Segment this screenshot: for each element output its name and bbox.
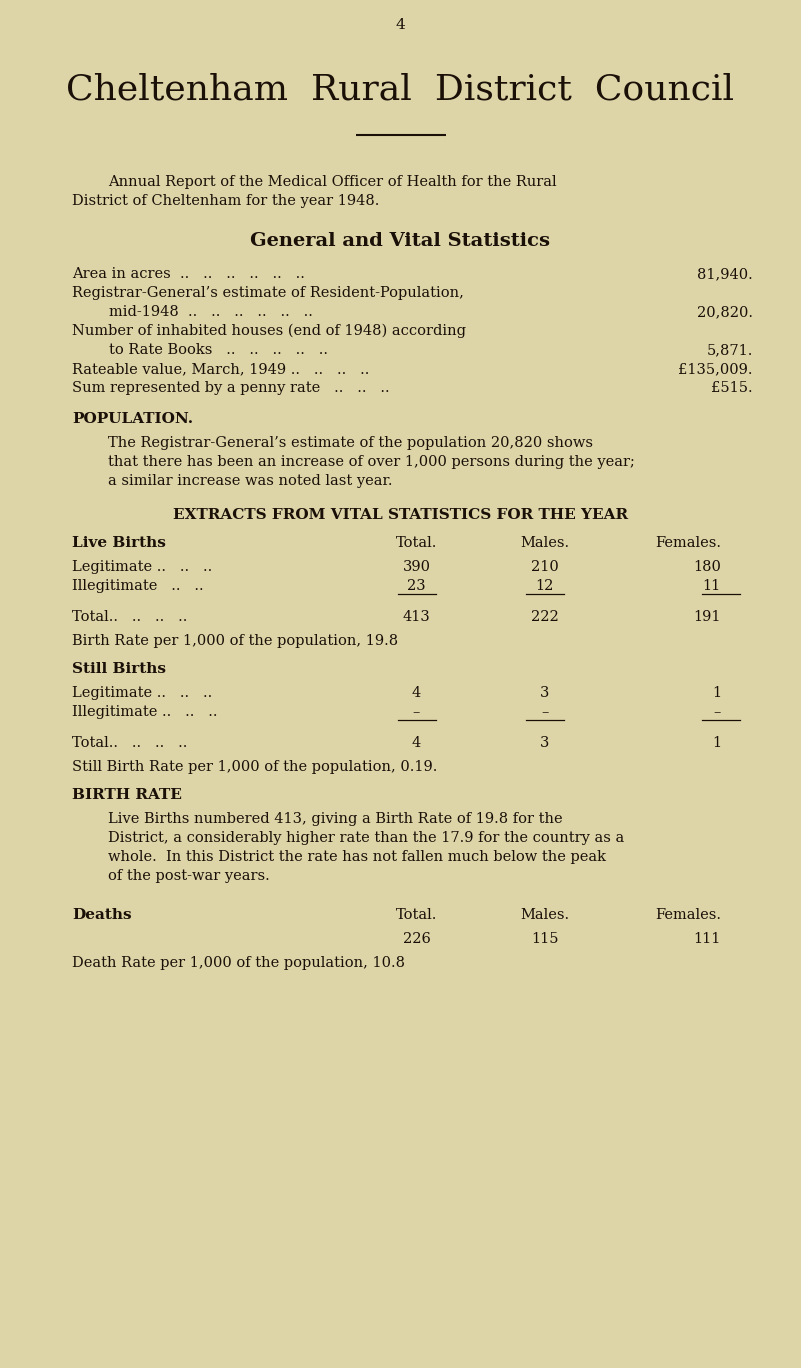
Text: £515.: £515. [711, 382, 753, 395]
Text: Females.: Females. [655, 908, 721, 922]
Text: 3: 3 [540, 736, 549, 750]
Text: £135,009.: £135,009. [678, 363, 753, 376]
Text: of the post-war years.: of the post-war years. [108, 869, 270, 882]
Text: Legitimate ..   ..   ..: Legitimate .. .. .. [72, 560, 212, 575]
Text: that there has been an increase of over 1,000 persons during the year;: that there has been an increase of over … [108, 456, 635, 469]
Text: General and Vital Statistics: General and Vital Statistics [251, 233, 550, 250]
Text: Live Births numbered 413, giving a Birth Rate of 19.8 for the: Live Births numbered 413, giving a Birth… [108, 813, 563, 826]
Text: 4: 4 [396, 18, 405, 31]
Text: 81,940.: 81,940. [697, 267, 753, 280]
Text: 1: 1 [712, 685, 721, 700]
Text: 5,871.: 5,871. [706, 343, 753, 357]
Text: Legitimate ..   ..   ..: Legitimate .. .. .. [72, 685, 212, 700]
Text: District, a considerably higher rate than the 17.9 for the country as a: District, a considerably higher rate tha… [108, 830, 625, 845]
Text: 180: 180 [693, 560, 721, 575]
Text: Males.: Males. [520, 908, 570, 922]
Text: to Rate Books   ..   ..   ..   ..   ..: to Rate Books .. .. .. .. .. [72, 343, 328, 357]
Text: 111: 111 [694, 932, 721, 947]
Text: whole.  In this District the rate has not fallen much below the peak: whole. In this District the rate has not… [108, 850, 606, 865]
Text: BIRTH RATE: BIRTH RATE [72, 788, 182, 802]
Text: 4: 4 [412, 685, 421, 700]
Text: Birth Rate per 1,000 of the population, 19.8: Birth Rate per 1,000 of the population, … [72, 633, 398, 648]
Text: 191: 191 [694, 610, 721, 624]
Text: Total..   ..   ..   ..: Total.. .. .. .. [72, 736, 187, 750]
Text: Still Births: Still Births [72, 662, 166, 676]
Text: a similar increase was noted last year.: a similar increase was noted last year. [108, 473, 392, 488]
Text: Registrar-General’s estimate of Resident-Population,: Registrar-General’s estimate of Resident… [72, 286, 464, 300]
Text: Total.: Total. [396, 536, 437, 550]
Text: Area in acres  ..   ..   ..   ..   ..   ..: Area in acres .. .. .. .. .. .. [72, 267, 305, 280]
Text: POPULATION.: POPULATION. [72, 412, 193, 425]
Text: 1: 1 [712, 736, 721, 750]
Text: District of Cheltenham for the year 1948.: District of Cheltenham for the year 1948… [72, 194, 380, 208]
Text: 222: 222 [531, 610, 558, 624]
Text: Number of inhabited houses (end of 1948) according: Number of inhabited houses (end of 1948)… [72, 324, 466, 338]
Text: 3: 3 [540, 685, 549, 700]
Text: 390: 390 [403, 560, 430, 575]
Text: –: – [541, 705, 549, 720]
Text: Still Birth Rate per 1,000 of the population, 0.19.: Still Birth Rate per 1,000 of the popula… [72, 761, 437, 774]
Text: Death Rate per 1,000 of the population, 10.8: Death Rate per 1,000 of the population, … [72, 956, 405, 970]
Text: Total.: Total. [396, 908, 437, 922]
Text: Deaths: Deaths [72, 908, 131, 922]
Text: 210: 210 [531, 560, 558, 575]
Text: Rateable value, March, 1949 ..   ..   ..   ..: Rateable value, March, 1949 .. .. .. .. [72, 363, 369, 376]
Text: 23: 23 [407, 579, 426, 592]
Text: Live Births: Live Births [72, 536, 166, 550]
Text: The Registrar-General’s estimate of the population 20,820 shows: The Registrar-General’s estimate of the … [108, 436, 593, 450]
Text: Cheltenham  Rural  District  Council: Cheltenham Rural District Council [66, 73, 735, 107]
Text: Males.: Males. [520, 536, 570, 550]
Text: EXTRACTS FROM VITAL STATISTICS FOR THE YEAR: EXTRACTS FROM VITAL STATISTICS FOR THE Y… [173, 508, 628, 523]
Text: Illegitimate   ..   ..: Illegitimate .. .. [72, 579, 203, 592]
Text: Total..   ..   ..   ..: Total.. .. .. .. [72, 610, 187, 624]
Text: 115: 115 [531, 932, 558, 947]
Text: Illegitimate ..   ..   ..: Illegitimate .. .. .. [72, 705, 218, 720]
Text: 413: 413 [403, 610, 430, 624]
Text: Females.: Females. [655, 536, 721, 550]
Text: 12: 12 [536, 579, 553, 592]
Text: 4: 4 [412, 736, 421, 750]
Text: 20,820.: 20,820. [697, 305, 753, 319]
Text: 226: 226 [403, 932, 430, 947]
Text: Sum represented by a penny rate   ..   ..   ..: Sum represented by a penny rate .. .. .. [72, 382, 390, 395]
Text: –: – [413, 705, 421, 720]
Text: –: – [714, 705, 721, 720]
Text: Annual Report of the Medical Officer of Health for the Rural: Annual Report of the Medical Officer of … [108, 175, 557, 189]
Text: mid-1948  ..   ..   ..   ..   ..   ..: mid-1948 .. .. .. .. .. .. [72, 305, 313, 319]
Text: 11: 11 [702, 579, 721, 592]
